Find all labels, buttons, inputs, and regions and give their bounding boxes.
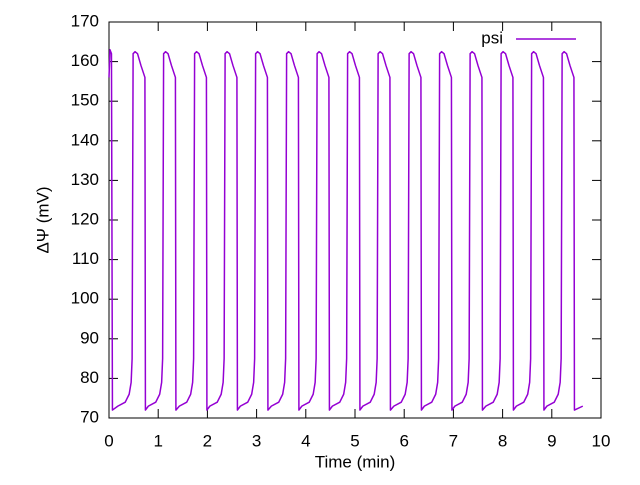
- x-tick-label: 7: [449, 431, 458, 450]
- y-tick-label: 110: [72, 249, 99, 268]
- x-tick-label: 0: [104, 431, 113, 450]
- y-tick-label: 120: [71, 209, 99, 228]
- legend-label: psi: [481, 28, 503, 47]
- x-tick-label: 2: [203, 431, 212, 450]
- x-tick-label: 9: [547, 431, 556, 450]
- x-tick-label: 4: [301, 431, 310, 450]
- x-tick-label: 1: [153, 431, 162, 450]
- y-tick-label: 150: [71, 91, 99, 110]
- x-axis-label: Time (min): [315, 452, 396, 471]
- x-tick-label: 3: [252, 431, 261, 450]
- x-tick-label: 6: [399, 431, 408, 450]
- y-tick-label: 130: [71, 170, 99, 189]
- y-tick-label: 80: [80, 368, 99, 387]
- series-line: [108, 48, 584, 411]
- y-tick-label: 70: [80, 407, 99, 426]
- y-tick-label: 100: [71, 289, 99, 308]
- y-axis-label: ΔΨ (mV): [33, 186, 52, 253]
- x-tick-label: 8: [498, 431, 507, 450]
- y-tick-label: 140: [71, 130, 99, 149]
- plot-border: [108, 21, 602, 419]
- y-tick-label: 160: [71, 51, 99, 70]
- y-tick-label: 170: [71, 11, 99, 30]
- y-tick-label: 90: [80, 328, 99, 347]
- x-tick-label: 10: [592, 431, 611, 450]
- x-tick-label: 5: [350, 431, 359, 450]
